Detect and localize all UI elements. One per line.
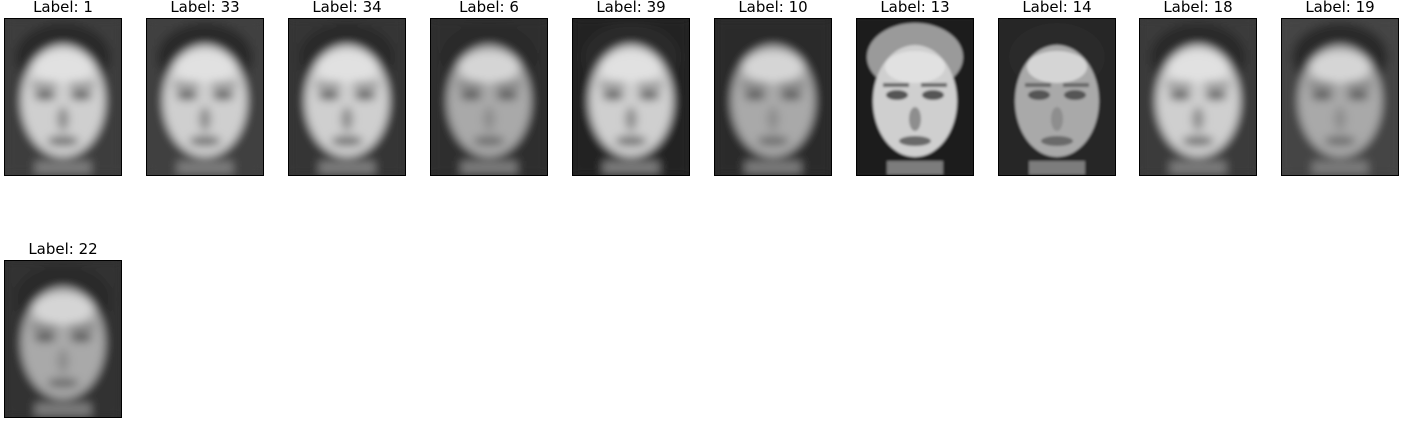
blurry-face-icon: [573, 19, 689, 175]
face-panel-3: Label: 34: [288, 0, 406, 178]
face-image: [4, 260, 122, 418]
sharp-face-icon: [857, 19, 973, 175]
face-panel-4: Label: 6: [430, 0, 548, 178]
panel-title: Label: 18: [1139, 0, 1257, 16]
blurry-face-icon: [715, 19, 831, 175]
face-image: [998, 18, 1116, 176]
panel-title: Label: 6: [430, 0, 548, 16]
face-image: [1139, 18, 1257, 176]
face-image: [1281, 18, 1399, 176]
blurry-face-icon: [1140, 19, 1256, 175]
face-image: [146, 18, 264, 176]
sharp-face-icon: [999, 19, 1115, 175]
face-image: [430, 18, 548, 176]
panel-title: Label: 19: [1281, 0, 1399, 16]
blurry-face-icon: [289, 19, 405, 175]
panel-title: Label: 39: [572, 0, 690, 16]
face-panel-9: Label: 18: [1139, 0, 1257, 178]
panel-title: Label: 22: [4, 240, 122, 258]
face-image: [856, 18, 974, 176]
face-panel-11: Label: 22: [4, 240, 122, 420]
face-panel-1: Label: 1: [4, 0, 122, 178]
panel-title: Label: 33: [146, 0, 264, 16]
face-image: [288, 18, 406, 176]
face-panel-6: Label: 10: [714, 0, 832, 178]
face-panel-10: Label: 19: [1281, 0, 1399, 178]
panel-title: Label: 34: [288, 0, 406, 16]
blurry-face-icon: [431, 19, 547, 175]
blurry-face-icon: [5, 261, 121, 417]
panel-title: Label: 13: [856, 0, 974, 16]
panel-title: Label: 1: [4, 0, 122, 16]
face-image: [714, 18, 832, 176]
face-panel-5: Label: 39: [572, 0, 690, 178]
face-image: [4, 18, 122, 176]
face-panel-7: Label: 13: [856, 0, 974, 178]
face-panel-8: Label: 14: [998, 0, 1116, 178]
face-image: [572, 18, 690, 176]
panel-title: Label: 10: [714, 0, 832, 16]
panel-title: Label: 14: [998, 0, 1116, 16]
blurry-face-icon: [147, 19, 263, 175]
blurry-face-icon: [1282, 19, 1398, 175]
blurry-face-icon: [5, 19, 121, 175]
face-panel-2: Label: 33: [146, 0, 264, 178]
